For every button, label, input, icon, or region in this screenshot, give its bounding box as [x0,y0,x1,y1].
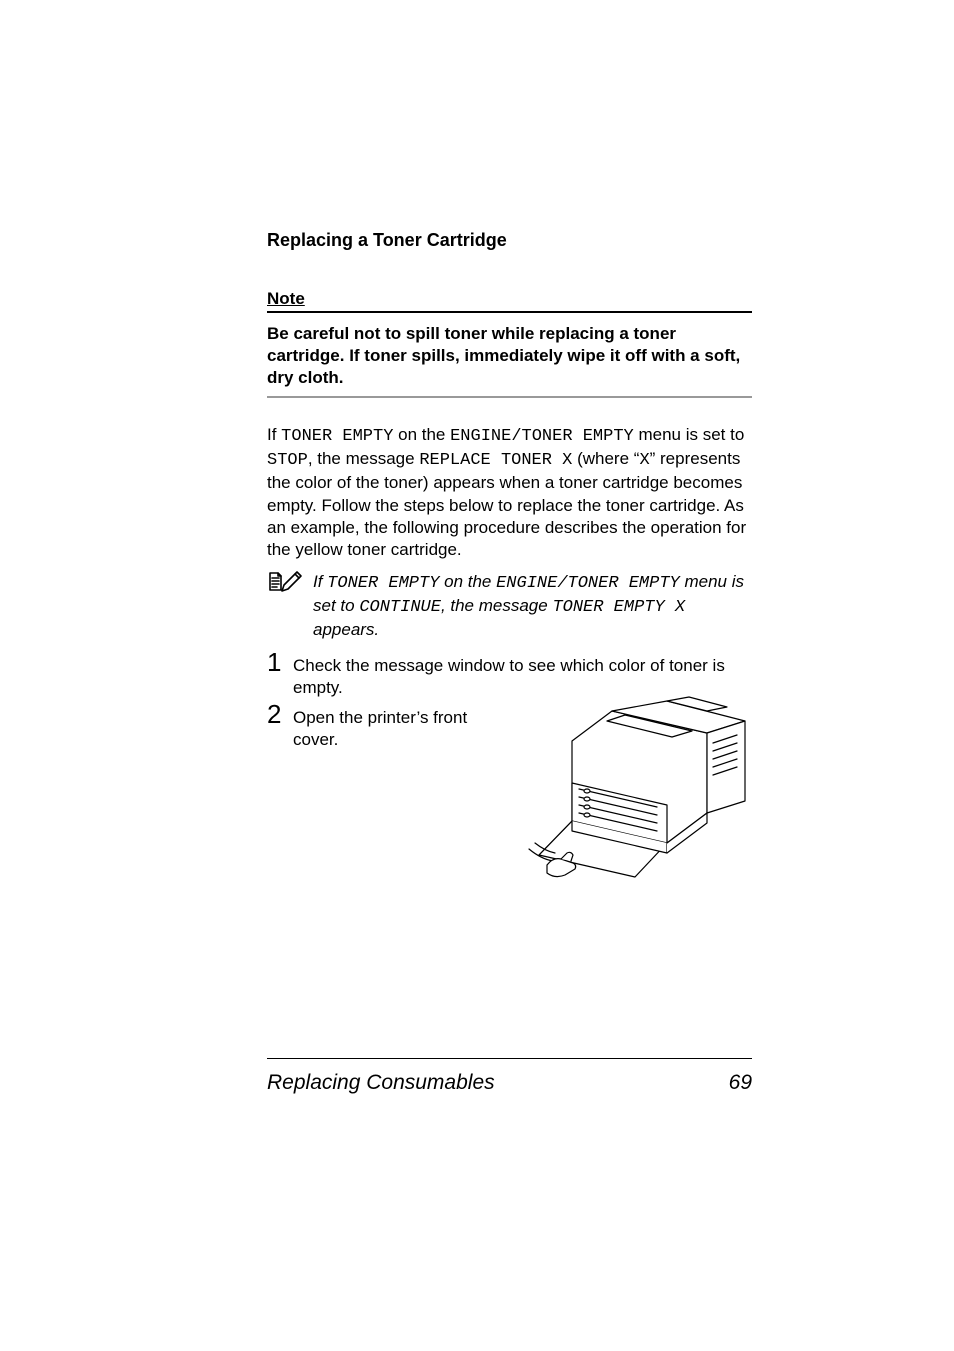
code-text: TONER EMPTY [327,574,439,593]
text: on the [393,425,450,444]
note-rule-top [267,311,752,313]
text: If [267,425,281,444]
footer-title: Replacing Consumables [267,1071,495,1095]
page: Replacing a Toner Cartridge Note Be care… [0,0,954,1351]
section-heading: Replacing a Toner Cartridge [267,230,752,251]
note-icon [267,569,307,600]
step-number: 2 [267,699,293,730]
text: menu is set to [634,425,745,444]
step-1: 1 Check the message window to see which … [267,647,752,699]
note-rule-bottom [267,396,752,398]
text: , the message [441,596,553,615]
page-footer: Replacing Consumables 69 [267,1071,752,1095]
footer-rule [267,1058,752,1059]
footer-page-number: 69 [729,1071,752,1095]
code-text: REPLACE TONER X [419,451,572,470]
body-paragraph: If TONER EMPTY on the ENGINE/TONER EMPTY… [267,424,752,561]
code-text: TONER EMPTY [281,427,393,446]
tip-text: If TONER EMPTY on the ENGINE/TONER EMPTY… [313,571,752,641]
step-text: Open the printer’s front cover. [293,707,509,751]
code-text: X [639,451,649,470]
code-text: ENGINE/TONER EMPTY [450,427,634,446]
step-2: 2 Open the printer’s front cover. [267,699,752,888]
printer-figure [517,693,752,888]
code-text: TONER EMPTY X [552,598,685,617]
code-text: STOP [267,451,308,470]
text: (where “ [572,449,639,468]
text: appears. [313,620,379,639]
tip-block: If TONER EMPTY on the ENGINE/TONER EMPTY… [267,571,752,641]
note-label: Note [267,289,305,309]
note-body: Be careful not to spill toner while repl… [267,323,752,388]
code-text: CONTINUE [359,598,441,617]
code-text: ENGINE/TONER EMPTY [496,574,680,593]
text: , the message [308,449,420,468]
text: on the [439,572,496,591]
text: If [313,572,327,591]
note-block: Note Be careful not to spill toner while… [267,289,752,398]
step-number: 1 [267,647,293,678]
